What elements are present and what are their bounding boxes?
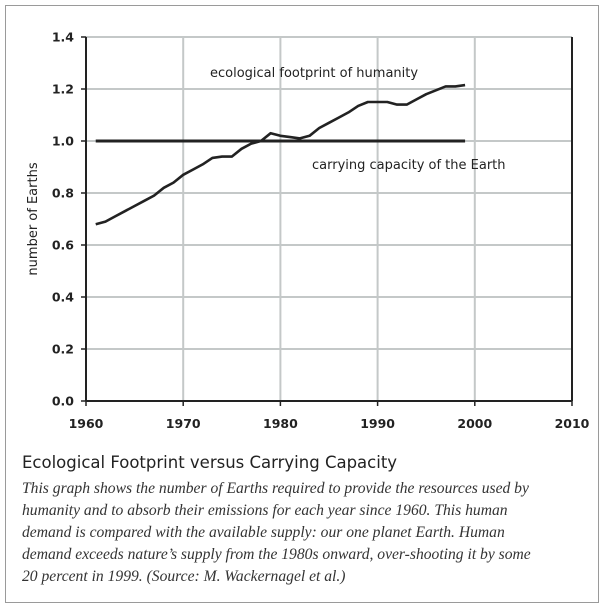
label-footprint: ecological footprint of humanity (210, 66, 418, 81)
footprint-line (95, 83, 466, 226)
caption-line: This graph shows the number of Earths re… (22, 480, 529, 497)
caption-line: humanity and to absorb their emissions f… (22, 502, 508, 519)
x-tick-label: 1980 (263, 416, 298, 431)
y-tick-label: 1.4 (52, 30, 74, 45)
x-tick-label: 2000 (457, 416, 492, 431)
y-tick-label: 1.0 (52, 134, 74, 149)
x-tick-label: 1970 (166, 416, 201, 431)
y-axis-label: number of Earths (26, 162, 41, 275)
y-tick-label: 0.2 (52, 342, 74, 357)
y-tick-label: 1.2 (52, 82, 74, 97)
x-tick-label: 1990 (360, 416, 395, 431)
y-tick-label: 0.8 (52, 186, 74, 201)
x-tick-label: 2010 (555, 416, 590, 431)
caption-line: demand is compared with the available su… (22, 524, 505, 541)
label-capacity: carrying capacity of the Earth (312, 158, 506, 173)
caption-line: 20 percent in 1999. (Source: M. Wackerna… (22, 568, 346, 585)
line-chart: 1960 1970 1980 1990 2000 2010 0.0 0.2 0.4 0.6 0.8 1… (26, 30, 590, 432)
y-tick-label: 0.4 (52, 290, 74, 305)
caption-title: Ecological Footprint versus Carrying Cap… (22, 453, 398, 472)
figure-frame (5, 5, 599, 603)
y-tick-label: 0.6 (52, 238, 74, 253)
caption-line: demand exceeds nature’s supply from the … (22, 546, 531, 563)
y-tick-label: 0.0 (52, 394, 74, 409)
x-tick-label: 1960 (69, 416, 104, 431)
caption-body: This graph shows the number of Earths re… (22, 478, 531, 588)
